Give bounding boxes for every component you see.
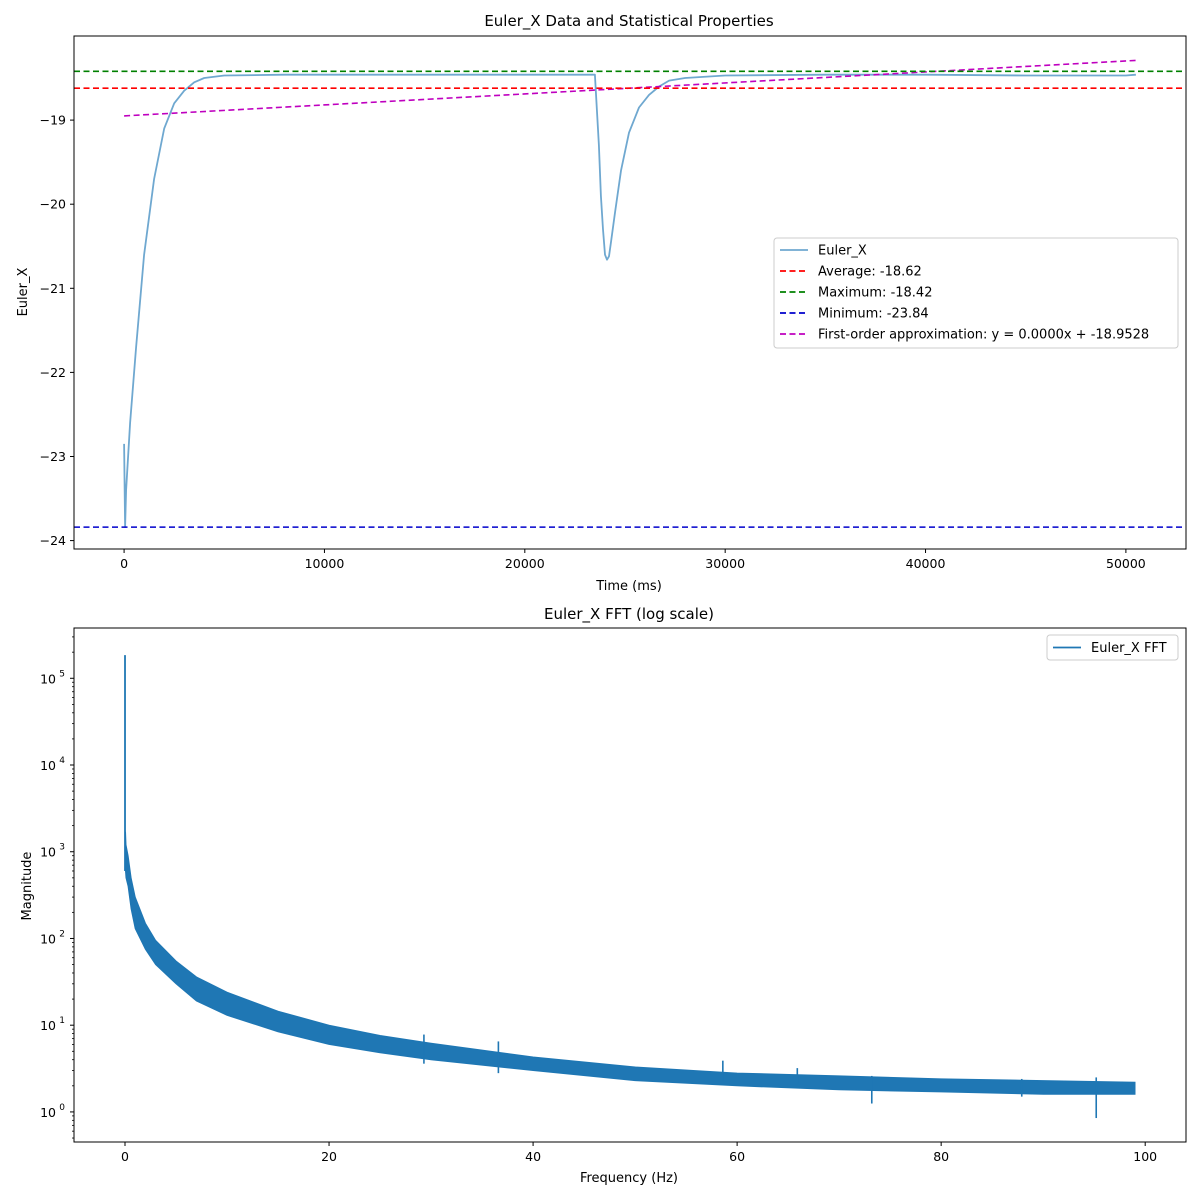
fft-plot-area [124, 655, 1136, 1119]
fft-x-tick-label-5: 100 [1133, 1149, 1157, 1164]
time-y-tick-label-4: −20 [40, 197, 66, 212]
time-x-axis-label: Time (ms) [595, 579, 662, 594]
time-y-tick-label-0: −24 [40, 533, 66, 548]
time-x-tick-label-3: 30000 [705, 556, 745, 571]
fft-y-tick-label-2: 10 [40, 931, 56, 946]
time-y-ticks: −24 −23 −22 −21 −20 −19 [40, 113, 74, 548]
fft-y-tick-label-3: 10 [40, 845, 56, 860]
time-y-tick-label-3: −21 [40, 281, 66, 296]
time-x-tick-label-2: 20000 [505, 556, 545, 571]
time-x-tick-label-0: 0 [120, 556, 128, 571]
fft-y-tick-exponent-2: 2 [59, 929, 65, 939]
time-x-tick-label-5: 50000 [1106, 556, 1146, 571]
fft-y-axis-label: Magnitude [20, 852, 35, 921]
fft-x-tick-label-4: 80 [933, 1149, 949, 1164]
fft-y-tick-label-4: 10 [40, 758, 56, 773]
fft-x-tick-label-0: 0 [121, 1149, 129, 1164]
time-legend: Euler_X Average: -18.62 Maximum: -18.42 Min… [773, 237, 1179, 349]
time-chart: Euler_X Data and Statistical Properties … [16, 12, 1187, 594]
time-legend-label-2: Maximum: -18.42 [818, 286, 932, 301]
fft-legend-label-0: Euler_X FFT [1091, 641, 1167, 656]
fft-y-tick-label-5: 10 [40, 671, 56, 686]
fft-y-tick-exponent-1: 1 [59, 1016, 65, 1026]
fft-legend: Euler_X FFT [1046, 634, 1179, 661]
time-legend-label-1: Average: -18.62 [818, 265, 922, 280]
fft-y-tick-exponent-3: 3 [59, 843, 65, 853]
fft-x-ticks: 0 20 40 60 80 100 [121, 1142, 1157, 1164]
time-y-tick-label-1: −23 [40, 449, 66, 464]
time-series-0 [123, 73, 1136, 528]
time-y-axis-label: Euler_X [16, 268, 31, 317]
fft-y-tick-exponent-5: 5 [59, 669, 65, 679]
fft-noise-band [125, 831, 1136, 1095]
time-y-tick-label-2: −22 [40, 365, 66, 380]
time-x-tick-label-4: 40000 [906, 556, 946, 571]
time-legend-label-4: First-order approximation: y = 0.0000x +… [818, 328, 1149, 343]
fft-chart-title: Euler_X FFT (log scale) [544, 605, 714, 624]
fft-x-tick-label-1: 20 [321, 1149, 337, 1164]
fft-x-tick-label-2: 40 [525, 1149, 541, 1164]
fft-y-tick-exponent-4: 4 [59, 756, 65, 766]
fft-y-tick-exponent-0: 0 [59, 1103, 65, 1113]
time-plot-area [74, 59, 1186, 528]
fft-legend-box [1046, 634, 1179, 661]
fft-chart: Euler_X FFT (log scale) 0 20 40 60 80 100 10 0… [20, 605, 1187, 1186]
time-chart-title: Euler_X Data and Statistical Properties [484, 12, 774, 31]
time-legend-label-3: Minimum: -23.84 [818, 307, 929, 322]
fft-x-tick-label-3: 60 [729, 1149, 745, 1164]
fft-plot-frame [73, 627, 1187, 1143]
fft-x-axis-label: Frequency (Hz) [580, 1171, 678, 1186]
time-legend-label-0: Euler_X [818, 244, 867, 259]
fft-y-tick-label-1: 10 [40, 1018, 56, 1033]
fft-y-tick-label-0: 10 [40, 1105, 56, 1120]
time-legend-box [773, 237, 1179, 349]
time-y-tick-label-5: −19 [40, 113, 66, 128]
time-x-tick-label-1: 10000 [305, 556, 345, 571]
time-x-ticks: 0 10000 20000 30000 40000 50000 [120, 549, 1146, 571]
time-plot-frame [73, 35, 1187, 550]
